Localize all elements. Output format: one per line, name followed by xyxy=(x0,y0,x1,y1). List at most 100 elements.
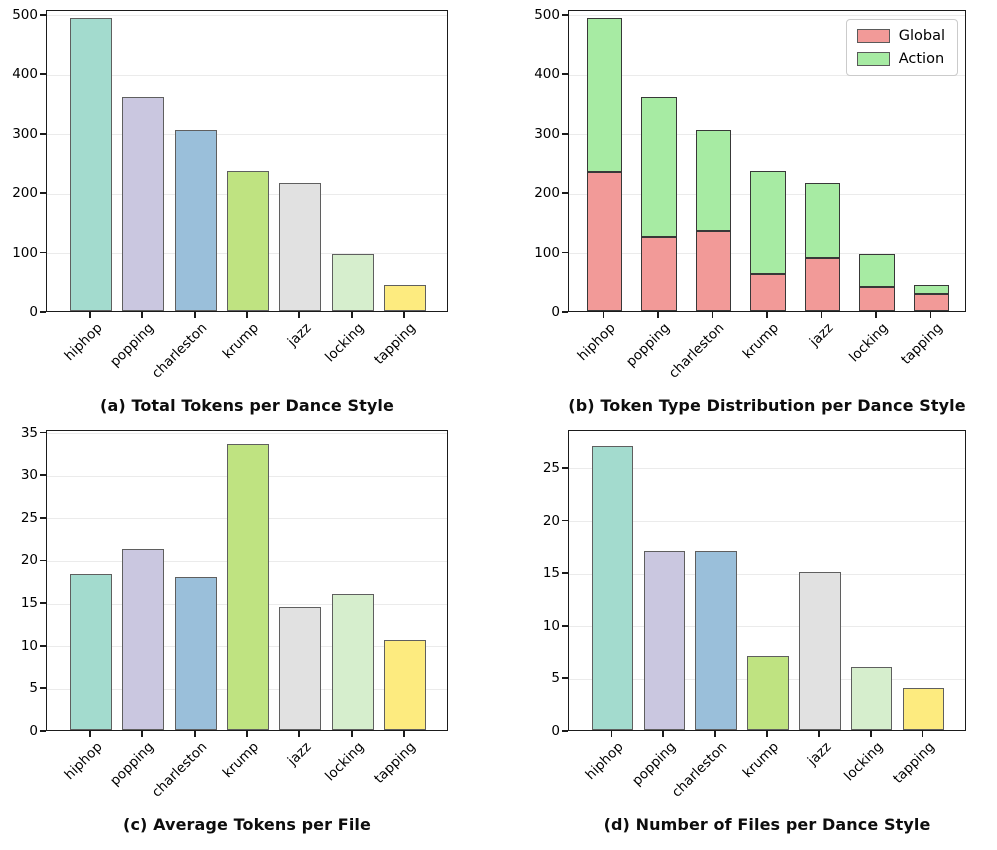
chart-files-per-style: (d) Number of Files per Dance Style 0 5 10… xyxy=(508,430,966,843)
chart-caption-c: (c) Average Tokens per File xyxy=(123,815,371,834)
x-tick-label-krump: krump xyxy=(740,739,783,782)
gridline-y400 xyxy=(47,74,447,76)
y-tick-mark xyxy=(40,474,46,477)
bar-krump xyxy=(747,656,789,730)
x-tick-label-jazz: jazz xyxy=(284,320,315,350)
chart-caption-d: (d) Number of Files per Dance Style xyxy=(603,815,931,834)
chart-average-tokens-per-file: (c) Average Tokens per File 0 5 10 15 20 25 30… xyxy=(0,425,448,843)
x-tick-mark xyxy=(246,731,248,737)
x-tick-mark xyxy=(89,312,91,318)
x-tick-label-locking: locking xyxy=(840,739,886,785)
bar-popping xyxy=(643,551,686,730)
x-tick-label-krump: krump xyxy=(740,320,783,363)
gridline-y500 xyxy=(569,15,965,17)
y-tick-mark xyxy=(40,251,46,254)
y-tick-label: 200 xyxy=(12,185,38,202)
x-tick-mark xyxy=(817,731,820,737)
y-tick-label: 20 xyxy=(20,552,38,569)
bar-jazz xyxy=(279,607,322,730)
bar-hiphop xyxy=(70,573,112,730)
gridline-y35 xyxy=(47,433,447,435)
chart-total-tokens: (a) Total Tokens per Dance Style 0 100 200… xyxy=(0,7,448,424)
y-tick-label: 0 xyxy=(29,304,38,320)
y-tick-label: 200 xyxy=(534,185,560,202)
x-tick-label-charleston: charleston xyxy=(666,320,728,382)
bar-tapping xyxy=(384,640,426,730)
x-tick-label-popping: popping xyxy=(628,739,679,790)
x-tick-label-tapping: tapping xyxy=(371,320,420,368)
y-tick-label: 10 xyxy=(20,637,38,654)
x-tick-label-hiphop: hiphop xyxy=(574,320,619,365)
x-tick-mark xyxy=(869,731,872,737)
y-tick-label: 0 xyxy=(29,723,38,739)
gridline-y500 xyxy=(47,15,447,17)
x-tick-label-locking: locking xyxy=(321,320,368,366)
y-tick-label: 500 xyxy=(12,6,38,23)
y-tick-label: 100 xyxy=(12,244,38,261)
y-tick-label: 0 xyxy=(551,723,560,739)
gridline-y300 xyxy=(569,134,965,136)
x-tick-mark xyxy=(766,731,768,737)
x-tick-mark xyxy=(193,731,196,737)
x-tick-label-jazz: jazz xyxy=(807,320,837,350)
y-tick-mark xyxy=(40,559,46,562)
gridline-y300 xyxy=(47,134,447,136)
y-tick-mark xyxy=(562,624,568,627)
plot-area-average-tokens xyxy=(46,430,448,731)
gridline-y400 xyxy=(569,74,965,76)
x-tick-label-locking: locking xyxy=(846,320,892,366)
y-tick-mark xyxy=(40,431,46,434)
x-tick-label-tapping: tapping xyxy=(889,739,938,787)
legend-label-global: Global xyxy=(898,28,945,44)
bar-segment-charleston-action xyxy=(695,129,732,232)
x-tick-label-hiphop: hiphop xyxy=(582,739,627,784)
chart-caption-a: (a) Total Tokens per Dance Style xyxy=(100,396,394,415)
bar-segment-hiphop-global xyxy=(586,172,623,311)
y-tick-mark xyxy=(40,644,46,647)
y-tick-label: 15 xyxy=(20,595,38,612)
x-tick-mark xyxy=(602,312,605,318)
legend-item-global: Global xyxy=(856,28,945,44)
y-tick-label: 15 xyxy=(542,565,560,582)
x-tick-mark xyxy=(875,312,877,318)
y-tick-mark xyxy=(562,730,568,732)
x-tick-mark xyxy=(350,731,353,737)
y-tick-mark xyxy=(40,516,46,519)
bar-locking xyxy=(850,666,893,730)
y-tick-label: 100 xyxy=(534,244,560,261)
x-tick-mark xyxy=(403,312,405,318)
bar-jazz xyxy=(799,572,841,730)
x-tick-label-jazz: jazz xyxy=(804,739,835,769)
bar-popping xyxy=(122,96,165,311)
bar-segment-popping-action xyxy=(641,97,677,238)
x-tick-label-jazz: jazz xyxy=(284,739,315,769)
bar-locking xyxy=(331,253,374,311)
y-tick-label: 25 xyxy=(542,459,560,476)
x-tick-mark xyxy=(246,312,248,318)
x-tick-mark xyxy=(766,312,768,318)
x-tick-label-charleston: charleston xyxy=(148,739,210,801)
x-tick-label-popping: popping xyxy=(107,739,158,790)
x-tick-mark xyxy=(820,312,823,318)
gridline-y25 xyxy=(569,468,965,470)
x-tick-mark xyxy=(610,731,613,737)
y-tick-mark xyxy=(40,730,46,732)
y-tick-mark xyxy=(562,311,568,313)
bar-hiphop xyxy=(70,17,112,311)
y-tick-mark xyxy=(40,192,46,194)
plot-area-token-type-distribution: Global Action xyxy=(568,10,966,312)
bar-locking xyxy=(331,593,374,730)
x-tick-mark xyxy=(141,731,144,737)
y-tick-label: 400 xyxy=(534,66,560,83)
y-tick-mark xyxy=(40,687,46,690)
y-tick-mark xyxy=(562,466,568,469)
bar-popping xyxy=(122,549,165,730)
bar-charleston xyxy=(174,129,217,311)
x-tick-label-locking: locking xyxy=(321,739,368,785)
y-tick-label: 10 xyxy=(542,617,560,634)
bar-jazz xyxy=(279,182,322,311)
bar-tapping xyxy=(384,285,426,311)
bar-charleston xyxy=(695,551,737,730)
legend-label-action: Action xyxy=(898,51,945,67)
bar-segment-charleston-global xyxy=(695,231,732,311)
